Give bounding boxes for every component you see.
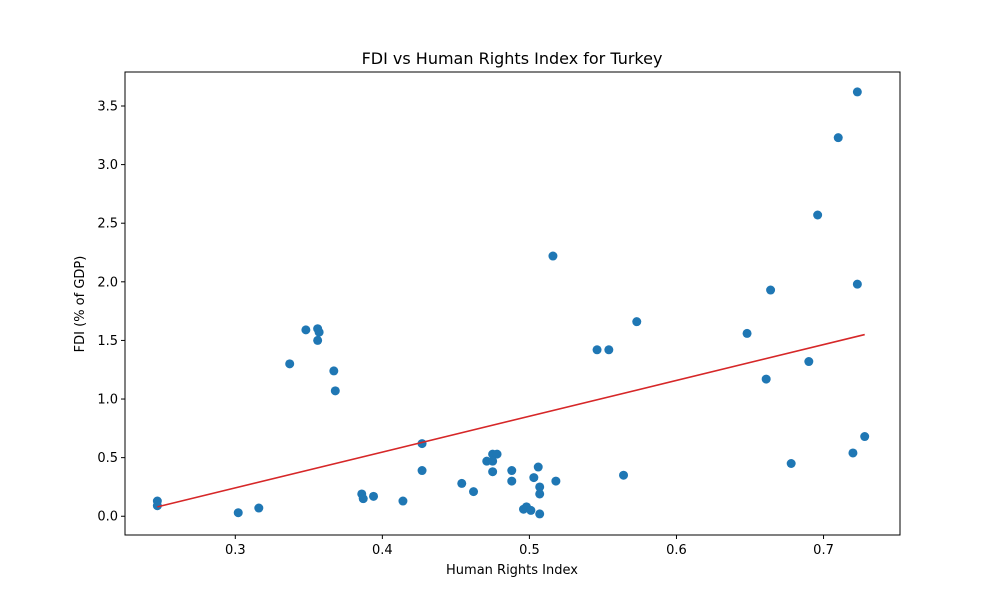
data-point: [529, 473, 539, 483]
data-point: [507, 466, 517, 476]
data-point: [619, 470, 629, 480]
data-point: [457, 478, 467, 488]
data-point: [314, 327, 324, 337]
data-point: [813, 210, 823, 220]
data-point: [329, 366, 339, 376]
data-point: [398, 496, 408, 506]
data-point: [604, 345, 614, 355]
data-point: [254, 503, 264, 513]
x-tick-label: 0.5: [519, 543, 540, 558]
data-point: [488, 456, 498, 466]
data-point: [469, 487, 479, 497]
data-point: [313, 335, 323, 345]
axes: 0.3 0.4 0.5 0.6 0.7 0.0 0.5 1.0 1.5 2.0 2.5 3.0 3.5: [97, 71, 901, 558]
chart-title: FDI vs Human Rights Index for Turkey: [362, 49, 663, 68]
y-tick-label: 1.5: [97, 334, 118, 349]
data-point: [592, 345, 602, 355]
y-tick-label: 2.5: [97, 217, 118, 232]
data-point: [417, 466, 427, 476]
y-axis-title: FDI (% of GDP): [73, 256, 88, 353]
y-tick-label: 0.0: [97, 510, 118, 525]
y-tick-label: 3.0: [97, 158, 118, 173]
trend-line-group: [157, 333, 865, 508]
data-point: [492, 449, 502, 459]
data-point: [533, 462, 543, 472]
data-point: [488, 467, 498, 477]
trend-line: [157, 333, 865, 508]
data-point: [535, 509, 545, 519]
data-point: [330, 386, 340, 396]
data-point: [369, 491, 379, 501]
data-point: [548, 251, 558, 261]
x-tick-label: 0.3: [225, 543, 246, 558]
data-point: [766, 285, 776, 295]
x-tick-label: 0.4: [372, 543, 393, 558]
data-point: [852, 87, 862, 97]
data-point: [860, 432, 870, 442]
data-point: [804, 357, 814, 367]
data-point: [152, 501, 162, 511]
data-point: [786, 458, 796, 468]
y-tick-label: 3.5: [97, 99, 118, 114]
data-point: [742, 328, 752, 338]
scatter-points: [152, 87, 870, 519]
data-point: [535, 489, 545, 499]
data-point: [535, 482, 545, 492]
y-tick-label: 1.0: [97, 393, 118, 408]
data-point: [848, 448, 858, 458]
data-point: [358, 494, 368, 504]
data-point: [833, 133, 843, 143]
data-point: [233, 508, 243, 518]
data-point: [526, 505, 536, 515]
y-tick-label: 2.0: [97, 275, 118, 290]
data-point: [551, 476, 561, 486]
data-point: [301, 325, 311, 335]
y-tick-label: 0.5: [97, 451, 118, 466]
data-point: [632, 317, 642, 327]
data-point: [285, 359, 295, 369]
x-axis-title: Human Rights Index: [446, 563, 578, 578]
x-tick-label: 0.7: [813, 543, 834, 558]
plot-frame: [124, 71, 901, 536]
data-point: [852, 279, 862, 289]
data-point: [761, 374, 771, 384]
data-point: [507, 476, 517, 486]
x-tick-label: 0.6: [666, 543, 687, 558]
